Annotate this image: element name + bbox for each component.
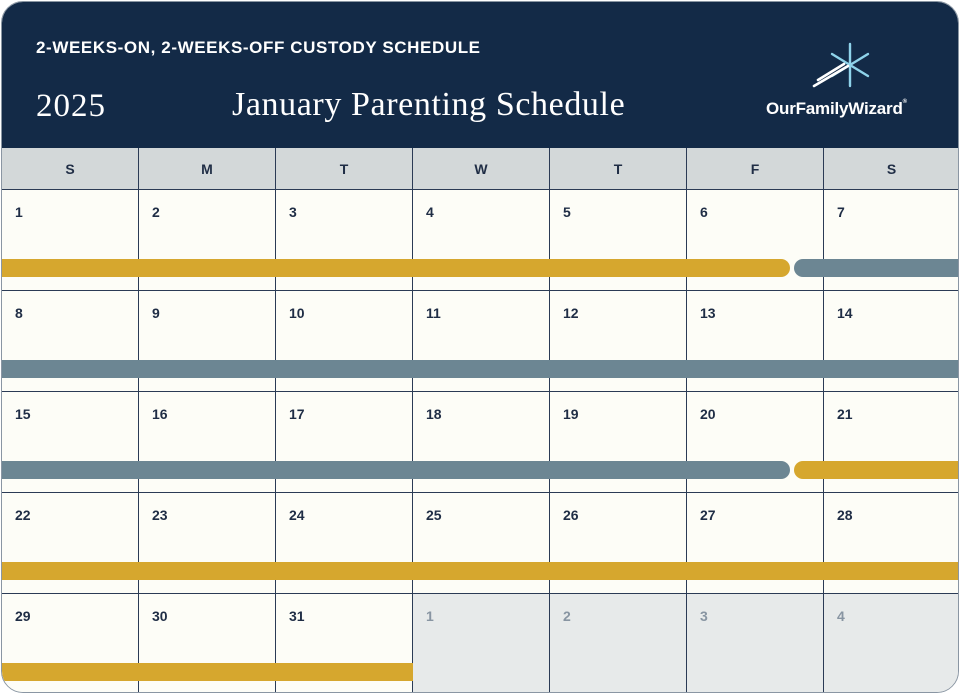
day-number: 4	[837, 608, 845, 624]
snowflake-logo-icon	[812, 42, 870, 88]
day-number: 7	[837, 204, 845, 220]
day-number: 2	[152, 204, 160, 220]
day-number: 17	[289, 406, 305, 422]
schedule-subtitle: 2-WEEKS-ON, 2-WEEKS-OFF CUSTODY SCHEDULE	[36, 38, 481, 57]
day-number: 16	[152, 406, 168, 422]
day-number: 6	[700, 204, 708, 220]
custody-bar-parent-a	[794, 461, 958, 479]
day-number: 4	[426, 204, 434, 220]
custody-bar-parent-a	[2, 562, 958, 580]
day-number: 9	[152, 305, 160, 321]
day-number: 13	[700, 305, 716, 321]
day-number: 21	[837, 406, 853, 422]
calendar-year: 2025	[36, 88, 106, 124]
custody-bar-parent-b	[2, 461, 790, 479]
day-number: 25	[426, 507, 442, 523]
weekday-header: S	[824, 148, 958, 190]
day-number: 3	[289, 204, 297, 220]
calendar-header: 2-WEEKS-ON, 2-WEEKS-OFF CUSTODY SCHEDULE…	[2, 2, 958, 148]
day-number: 15	[15, 406, 31, 422]
day-number: 29	[15, 608, 31, 624]
day-number: 30	[152, 608, 168, 624]
day-number: 20	[700, 406, 716, 422]
custody-bar-parent-b	[2, 360, 958, 378]
day-number: 10	[289, 305, 305, 321]
day-number: 18	[426, 406, 442, 422]
day-number: 27	[700, 507, 716, 523]
custody-bar-parent-a	[2, 663, 413, 681]
day-number: 31	[289, 608, 305, 624]
day-number: 24	[289, 507, 305, 523]
day-number: 22	[15, 507, 31, 523]
next-month-day-cell[interactable]: 2	[550, 594, 687, 692]
weekday-header: F	[687, 148, 824, 190]
custody-bar-parent-b	[794, 259, 958, 277]
day-number: 8	[15, 305, 23, 321]
day-number: 5	[563, 204, 571, 220]
day-number: 2	[563, 608, 571, 624]
weekday-header: T	[550, 148, 687, 190]
weekday-header: M	[139, 148, 276, 190]
next-month-day-cell[interactable]: 4	[824, 594, 958, 692]
next-month-day-cell[interactable]: 1	[413, 594, 550, 692]
weekday-header: T	[276, 148, 413, 190]
day-number: 3	[700, 608, 708, 624]
day-number: 28	[837, 507, 853, 523]
day-number: 12	[563, 305, 579, 321]
weekday-header: W	[413, 148, 550, 190]
brand-logo: OurFamilyWizard®	[762, 42, 932, 122]
weekday-header: S	[2, 148, 139, 190]
day-number: 11	[426, 305, 441, 321]
day-number: 23	[152, 507, 168, 523]
calendar-title: January Parenting Schedule	[232, 86, 626, 123]
day-number: 1	[426, 608, 434, 624]
day-number: 14	[837, 305, 853, 321]
brand-name: OurFamilyWizard®	[766, 99, 907, 118]
day-number: 19	[563, 406, 579, 422]
day-number: 26	[563, 507, 579, 523]
next-month-day-cell[interactable]: 3	[687, 594, 824, 692]
custody-bar-parent-a	[2, 259, 790, 277]
day-number: 1	[15, 204, 23, 220]
